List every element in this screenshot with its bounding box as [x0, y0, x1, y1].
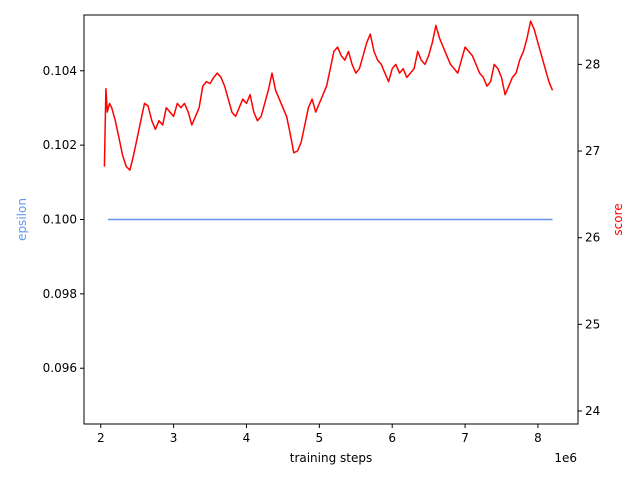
left-tick-label: 0.098 [43, 287, 77, 301]
right-tick-label: 26 [585, 231, 600, 245]
x-tick-label: 3 [170, 431, 178, 445]
x-tick-label: 4 [243, 431, 251, 445]
right-tick-label: 24 [585, 404, 600, 418]
right-tick-label: 28 [585, 57, 600, 71]
x-tick-label: 7 [461, 431, 469, 445]
right-axis-ticks: 24 25 26 27 28 [578, 57, 600, 418]
left-axis-label: epsilon [15, 198, 29, 241]
x-tick-label: 2 [97, 431, 105, 445]
x-axis-label: training steps [290, 451, 373, 465]
x-tick-label: 6 [388, 431, 396, 445]
right-tick-label: 25 [585, 317, 600, 331]
right-axis-label: score [611, 203, 625, 235]
left-tick-label: 0.100 [43, 213, 77, 227]
left-tick-label: 0.102 [43, 138, 77, 152]
right-tick-label: 27 [585, 144, 600, 158]
left-tick-label: 0.096 [43, 361, 77, 375]
x-axis-ticks: 2 3 4 5 6 7 8 [97, 424, 542, 445]
x-tick-label: 8 [534, 431, 542, 445]
series-layer [103, 20, 554, 221]
left-axis-ticks: 0.096 0.098 0.100 0.102 0.104 [43, 64, 84, 375]
x-tick-label: 5 [316, 431, 324, 445]
plot-frame [83, 14, 579, 425]
x-axis-multiplier: 1e6 [554, 451, 577, 465]
score-series-line [103, 20, 554, 171]
left-tick-label: 0.104 [43, 64, 77, 78]
